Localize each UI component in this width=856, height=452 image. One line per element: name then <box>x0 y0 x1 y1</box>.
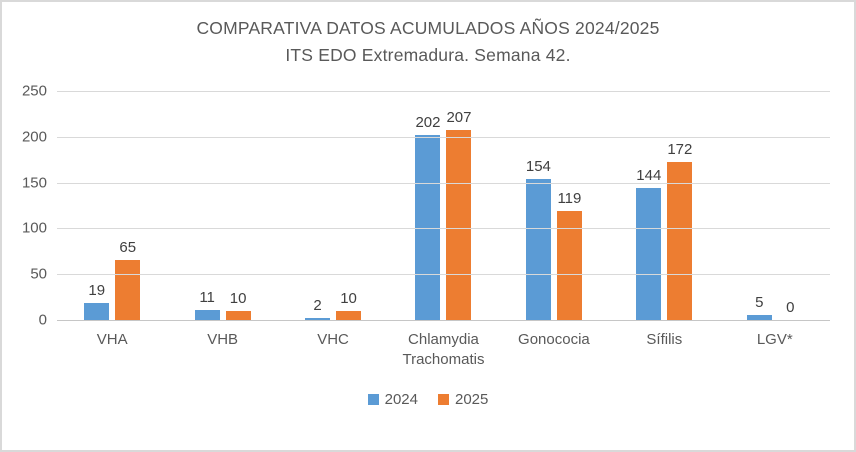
bar-group-VHC: 2 10 <box>278 91 388 320</box>
bar-group-VHA: 19 65 <box>57 91 167 320</box>
bar-2024-VHA <box>84 302 110 320</box>
data-label-2024-VHB: 11 <box>199 288 215 306</box>
legend-item-2024: 2024 <box>367 391 418 408</box>
legend: 2024 2025 <box>2 391 854 408</box>
gridline-250 <box>57 91 830 92</box>
plot-area: 19 65 11 10 2 10 202 207 154 119 144 172 5 0 0 50 100 15… <box>22 83 830 329</box>
gridline-200 <box>57 136 830 138</box>
x-label-VHC: VHC <box>317 331 349 348</box>
bar-wrap-2024-VHA: 19 <box>84 91 110 320</box>
data-label-2024-Sífilis: 144 <box>636 167 662 185</box>
legend-item-2025: 2025 <box>438 391 488 408</box>
y-tick-200: 200 <box>21 128 47 146</box>
bar-wrap-2024-Gonococia: 154 <box>526 91 551 320</box>
bar-wrap-2025-VHC: 10 <box>336 91 362 320</box>
bar-wrap-2024-Sífilis: 144 <box>636 91 661 320</box>
gridline-150 <box>57 182 830 184</box>
legend-label-2025: 2025 <box>455 391 489 408</box>
x-label-VHA: VHA <box>96 331 128 348</box>
bar-wrap-2025-LGV*: 0 <box>778 91 803 320</box>
data-label-2024-VHC: 2 <box>313 297 322 315</box>
x-label-Chlamydia Trachomatis: Chlamydia Trachomatis <box>402 331 485 368</box>
bar-group-Chlamydia Trachomatis: 202 207 <box>388 91 498 320</box>
y-tick-100: 100 <box>21 219 47 237</box>
data-label-2025-Gonococia: 119 <box>557 190 582 207</box>
data-label-2025-VHC: 10 <box>340 289 357 307</box>
bar-wrap-2025-Chlamydia Trachomatis: 207 <box>446 91 472 320</box>
bar-wrap-2024-LGV*: 5 <box>746 91 772 320</box>
bar-2025-Chlamydia Trachomatis <box>446 130 472 320</box>
y-tick-150: 150 <box>21 174 47 192</box>
bar-2025-Gonococia <box>556 211 582 320</box>
gridline-100 <box>57 228 830 230</box>
bar-group-Gonococia: 154 119 <box>499 91 609 320</box>
data-label-2025-Sífilis: 172 <box>667 141 693 159</box>
bar-2025-VHC <box>336 310 362 320</box>
bar-2024-Chlamydia Trachomatis <box>415 134 441 320</box>
x-axis-labels: VHA VHB VHC Chlamydia Trachomatis Gonococia S… <box>57 330 830 370</box>
x-label-VHB: VHB <box>207 331 239 348</box>
bar-2025-Sífilis <box>667 162 693 320</box>
data-label-2025-Chlamydia Trachomatis: 207 <box>446 109 472 127</box>
data-label-2024-Chlamydia Trachomatis: 202 <box>415 113 441 131</box>
x-label-Gonococia: Gonococia <box>518 331 590 348</box>
chart-title-line1: COMPARATIVA DATOS ACUMULADOS AÑOS 2024/2… <box>196 18 660 38</box>
bar-wrap-2025-VHA: 65 <box>115 91 141 320</box>
legend-swatch-2025 <box>438 394 449 405</box>
bar-2024-Sífilis <box>636 188 662 320</box>
bar-2024-VHB <box>194 309 220 320</box>
bar-2024-Gonococia <box>525 178 551 320</box>
bar-group-VHB: 11 10 <box>167 91 277 320</box>
data-label-2025-VHA: 65 <box>119 239 137 257</box>
legend-label-2024: 2024 <box>384 391 418 408</box>
bar-wrap-2025-Gonococia: 119 <box>556 91 582 320</box>
data-label-2025-VHB: 10 <box>229 289 247 307</box>
data-label-2025-LGV*: 0 <box>786 299 795 316</box>
chart-title-line2: ITS EDO Extremadura. Semana 42. <box>285 45 571 65</box>
bar-group-Sífilis: 144 172 <box>609 91 719 320</box>
bar-2025-VHB <box>225 310 251 320</box>
bar-groups: 19 65 11 10 2 10 202 207 154 119 144 172 5 0 <box>57 91 830 320</box>
y-tick-0: 0 <box>38 311 47 329</box>
y-tick-250: 250 <box>21 82 47 100</box>
bar-wrap-2024-VHB: 11 <box>194 91 220 320</box>
gridline-50 <box>57 274 830 276</box>
bar-wrap-2024-VHC: 2 <box>305 91 331 320</box>
bar-wrap-2024-Chlamydia Trachomatis: 202 <box>415 91 440 320</box>
data-label-2024-LGV*: 5 <box>755 294 764 312</box>
legend-swatch-2024 <box>367 394 379 405</box>
x-label-Sífilis: Sífilis <box>646 331 683 348</box>
x-label-LGV*: LGV* <box>756 331 793 348</box>
data-label-2024-VHA: 19 <box>88 281 106 299</box>
chart-title: COMPARATIVA DATOS ACUMULADOS AÑOS 2024/2… <box>2 15 854 69</box>
bar-2024-LGV* <box>746 315 772 320</box>
bar-wrap-2025-VHB: 10 <box>225 91 251 320</box>
bar-2025-VHA <box>115 260 141 320</box>
y-tick-50: 50 <box>30 265 47 283</box>
data-label-2024-Gonococia: 154 <box>525 157 551 175</box>
bar-2024-VHC <box>305 318 331 320</box>
bar-wrap-2025-Sífilis: 172 <box>667 91 692 320</box>
